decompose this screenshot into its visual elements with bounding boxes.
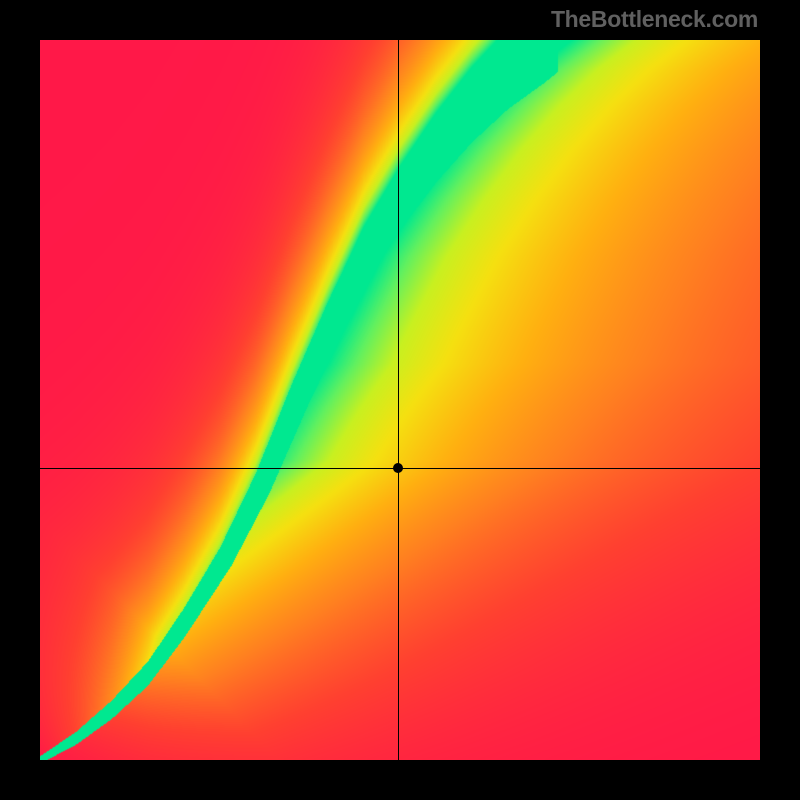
plot-area — [40, 40, 760, 760]
attribution-text: TheBottleneck.com — [551, 6, 758, 33]
chart-container: TheBottleneck.com — [0, 0, 800, 800]
heatmap-canvas — [40, 40, 760, 760]
